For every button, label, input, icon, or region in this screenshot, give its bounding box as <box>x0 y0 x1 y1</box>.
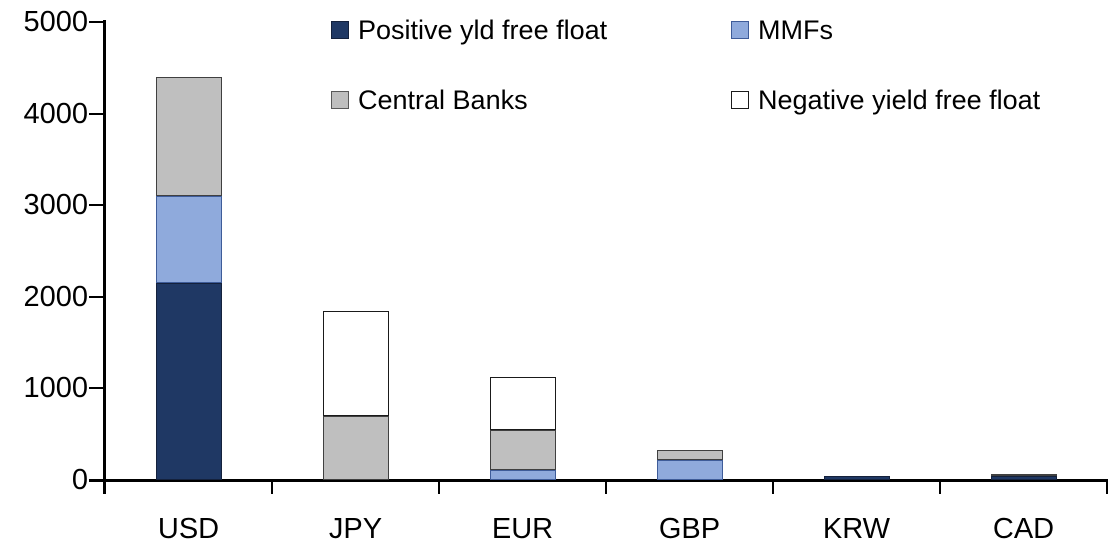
y-tick-label: 3000 <box>23 189 88 222</box>
x-axis-line <box>89 479 1108 482</box>
bar-segment-jpy-central-banks <box>322 415 389 480</box>
bar-segment-eur-central-banks <box>489 429 556 470</box>
x-tick-mark <box>104 481 106 494</box>
bar-segment-eur-negative-yield-free-float <box>489 377 556 430</box>
legend-swatch-positive-yld-free-float <box>331 21 349 39</box>
bar-segment-gbp-mmfs <box>656 459 723 480</box>
y-tick-label: 1000 <box>23 372 88 405</box>
x-tick-mark <box>438 481 440 494</box>
category-label-cad: CAD <box>992 513 1055 545</box>
category-label-krw: KRW <box>822 513 891 545</box>
legend-item-mmfs: MMFs <box>731 10 833 50</box>
x-tick-mark <box>605 481 607 494</box>
x-tick-mark <box>1106 481 1108 494</box>
x-tick-mark <box>939 481 941 494</box>
legend-item-central-banks: Central Banks <box>331 80 528 120</box>
bar-segment-usd-mmfs <box>155 196 222 284</box>
legend-swatch-central-banks <box>331 91 349 109</box>
y-tick-label: 4000 <box>23 97 88 130</box>
legend-swatch-negative-yield-free-float <box>731 91 749 109</box>
bar-segment-usd-central-banks <box>155 76 222 197</box>
y-tick-mark <box>89 204 105 207</box>
category-label-gbp: GBP <box>658 513 721 545</box>
legend-swatch-mmfs <box>731 21 749 39</box>
bar-segment-krw-positive-yld-free-float <box>823 475 890 480</box>
legend-item-positive-yld-free-float: Positive yld free float <box>331 10 607 50</box>
y-tick-mark <box>89 387 105 390</box>
y-tick-mark <box>89 112 105 115</box>
y-tick-label: 0 <box>71 464 88 496</box>
bar-segment-usd-positive-yld-free-float <box>155 283 222 480</box>
x-tick-mark <box>772 481 774 494</box>
legend-item-negative-yield-free-float: Negative yield free float <box>731 80 1040 120</box>
legend-label-positive-yld-free-float: Positive yld free float <box>358 14 608 45</box>
bar-segment-gbp-central-banks <box>656 449 723 460</box>
legend-label-central-banks: Central Banks <box>358 84 528 115</box>
bar-segment-cad-central-banks <box>990 474 1057 477</box>
y-tick-mark <box>89 295 105 298</box>
legend-label-mmfs: MMFs <box>758 14 833 45</box>
category-label-eur: EUR <box>491 513 554 545</box>
y-axis-line <box>103 20 106 494</box>
y-tick-label: 2000 <box>23 280 88 313</box>
legend-label-negative-yield-free-float: Negative yield free float <box>758 84 1041 115</box>
bar-segment-eur-mmfs <box>489 469 556 480</box>
category-label-usd: USD <box>157 513 220 545</box>
y-tick-label: 5000 <box>23 6 88 38</box>
y-tick-mark <box>89 21 105 23</box>
category-label-jpy: JPY <box>328 513 383 545</box>
bar-segment-jpy-negative-yield-free-float <box>322 310 389 416</box>
bar-segment-cad-positive-yld-free-float <box>990 476 1057 480</box>
x-tick-mark <box>271 481 273 494</box>
